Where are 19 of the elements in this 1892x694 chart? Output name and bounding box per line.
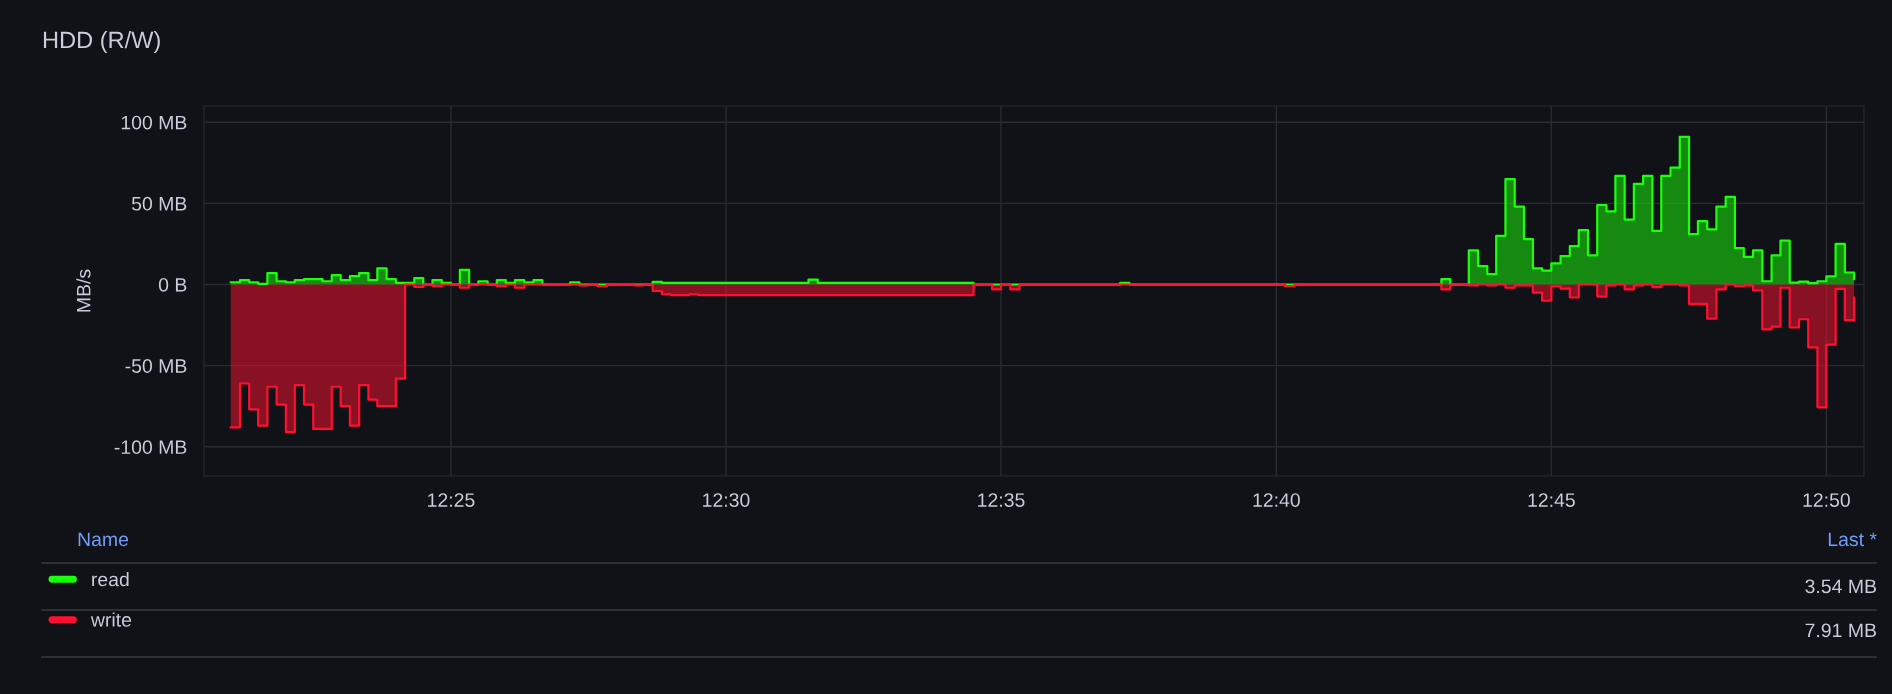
y-tick-label: -100 MB <box>114 440 187 455</box>
y-tick-label: -50 MB <box>125 359 187 373</box>
y-axis-title: MB/s <box>76 269 91 312</box>
legend-label: read <box>92 572 129 587</box>
x-tick-label: 12:45 <box>1528 493 1575 507</box>
x-tick-label: 12:35 <box>978 493 1025 507</box>
text: Last * <box>1828 532 1877 547</box>
text: Name <box>78 532 129 547</box>
x-tick-label: 12:40 <box>1253 493 1300 507</box>
y-tick-label: 0 B <box>158 277 187 292</box>
x-tick-label: 12:30 <box>703 493 750 507</box>
x-tick-label: 12:25 <box>428 493 475 507</box>
legend-label: write <box>90 612 132 627</box>
y-tick-label: 50 MB <box>131 196 187 211</box>
y-tick-label: 100 MB <box>121 115 187 130</box>
text: 7.91 MB <box>1805 623 1876 638</box>
x-tick-label: 12:50 <box>1803 493 1850 507</box>
chart-title: HDD (R/W) <box>43 31 160 53</box>
text: 3.54 MB <box>1805 579 1876 594</box>
